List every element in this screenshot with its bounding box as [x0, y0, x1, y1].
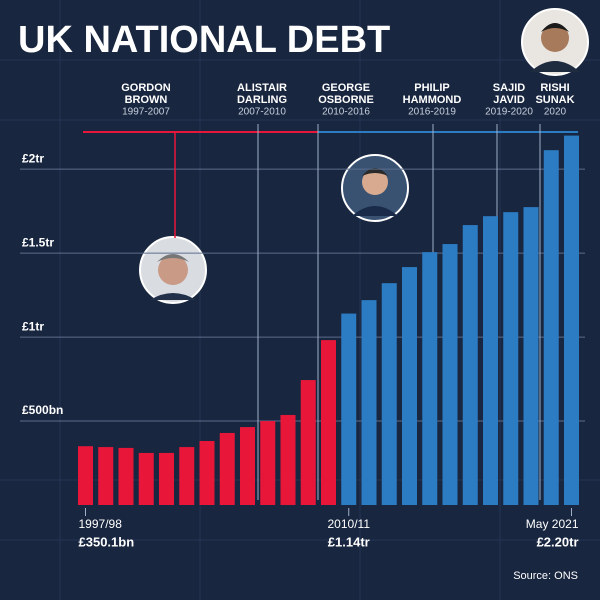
- bar: [523, 207, 539, 505]
- y-tick-label: £1.5tr: [22, 235, 54, 249]
- bar: [442, 244, 458, 505]
- bar: [483, 216, 498, 505]
- bar: [78, 446, 93, 505]
- x-tick-label: May 2021: [526, 517, 579, 531]
- bar: [138, 452, 154, 505]
- chancellor-name: JAVID: [493, 94, 525, 106]
- chancellor-name: BROWN: [125, 94, 168, 106]
- bar: [462, 225, 478, 505]
- chancellor-name: GEORGE: [322, 82, 370, 94]
- chancellor-name: OSBORNE: [318, 94, 374, 106]
- portrait-sunak: [521, 8, 589, 76]
- portrait-brown: [139, 236, 207, 304]
- chart-title: UK NATIONAL DEBT: [18, 19, 390, 61]
- chancellor-years: 2020: [544, 107, 567, 118]
- bar: [219, 432, 235, 505]
- bar: [260, 421, 276, 505]
- bar: [503, 212, 519, 506]
- bar: [543, 150, 559, 505]
- chancellor-years: 2007-2010: [238, 107, 286, 118]
- bar: [381, 283, 397, 505]
- chancellor-years: 2016-2019: [408, 107, 456, 118]
- bar: [564, 135, 579, 506]
- chancellor-name: HAMMOND: [403, 94, 462, 106]
- source: Source: ONS: [513, 570, 578, 582]
- x-tick-label: 1997/98: [79, 517, 123, 531]
- bar: [402, 267, 417, 505]
- bar: [98, 447, 114, 505]
- chancellor-name: SAJID: [493, 82, 525, 94]
- bar: [341, 313, 357, 505]
- y-tick-label: £500bn: [22, 403, 63, 417]
- chancellor-years: 2010-2016: [322, 107, 370, 118]
- bar: [118, 447, 134, 505]
- bar: [159, 452, 174, 505]
- y-tick-label: £1tr: [22, 319, 44, 333]
- bar: [422, 252, 438, 505]
- y-tick-label: £2tr: [22, 151, 44, 165]
- x-tick-label: 2010/11: [328, 517, 371, 531]
- bar: [179, 447, 195, 505]
- chancellor-years: 2019-2020: [485, 107, 533, 118]
- chancellor-name: ALISTAIR: [237, 82, 287, 94]
- bar: [321, 340, 336, 505]
- bar: [199, 441, 215, 505]
- bar: [300, 380, 316, 505]
- chancellor-name: DARLING: [237, 94, 287, 106]
- chancellor-years: 1997-2007: [122, 107, 170, 118]
- bar: [361, 300, 377, 505]
- bar: [280, 414, 296, 505]
- bar: [240, 427, 255, 505]
- portrait-osborne: [341, 154, 409, 222]
- chancellor-name: PHILIP: [414, 82, 449, 94]
- value-label: £2.20tr: [537, 534, 579, 549]
- chancellor-name: GORDON: [121, 82, 171, 94]
- value-label: £350.1bn: [79, 534, 135, 549]
- value-label: £1.14tr: [328, 534, 370, 549]
- chancellor-name: SUNAK: [535, 94, 574, 106]
- chancellor-name: RISHI: [540, 82, 569, 94]
